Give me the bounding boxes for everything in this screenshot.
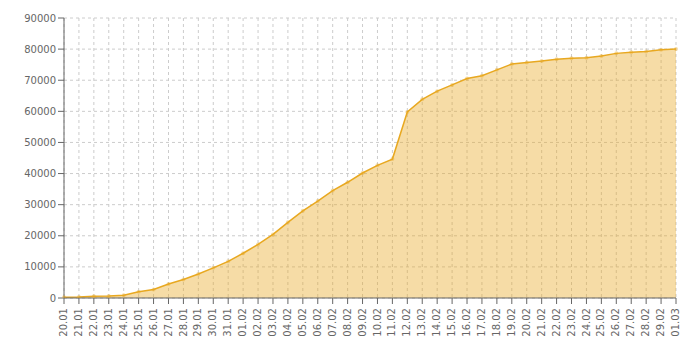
svg-text:21.02: 21.02 <box>536 308 547 337</box>
svg-text:10.02: 10.02 <box>372 308 383 337</box>
svg-text:20.01: 20.01 <box>58 308 69 337</box>
svg-text:26.01: 26.01 <box>148 308 159 337</box>
svg-text:70000: 70000 <box>24 75 56 86</box>
svg-text:27.01: 27.01 <box>163 308 174 337</box>
svg-text:04.02: 04.02 <box>282 308 293 337</box>
svg-text:01.03: 01.03 <box>670 308 681 337</box>
svg-text:90000: 90000 <box>24 13 56 24</box>
svg-text:07.02: 07.02 <box>327 308 338 337</box>
svg-text:27.02: 27.02 <box>625 308 636 337</box>
svg-text:18.02: 18.02 <box>491 308 502 337</box>
svg-text:24.02: 24.02 <box>581 308 592 337</box>
svg-text:30000: 30000 <box>24 199 56 210</box>
svg-text:21.01: 21.01 <box>73 308 84 337</box>
svg-text:28.02: 28.02 <box>640 308 651 337</box>
svg-text:03.02: 03.02 <box>267 308 278 337</box>
svg-text:13.02: 13.02 <box>416 308 427 337</box>
svg-text:30.01: 30.01 <box>207 308 218 337</box>
svg-text:11.02: 11.02 <box>386 308 397 337</box>
svg-text:60000: 60000 <box>24 106 56 117</box>
svg-text:05.02: 05.02 <box>297 308 308 337</box>
svg-text:0: 0 <box>50 293 56 304</box>
svg-text:40000: 40000 <box>24 168 56 179</box>
svg-text:22.02: 22.02 <box>551 308 562 337</box>
svg-text:29.02: 29.02 <box>655 308 666 337</box>
svg-text:23.02: 23.02 <box>566 308 577 337</box>
svg-text:06.02: 06.02 <box>312 308 323 337</box>
svg-text:28.01: 28.01 <box>178 308 189 337</box>
svg-text:26.02: 26.02 <box>610 308 621 337</box>
svg-text:50000: 50000 <box>24 137 56 148</box>
svg-text:23.01: 23.01 <box>103 308 114 337</box>
svg-text:15.02: 15.02 <box>446 308 457 337</box>
svg-text:12.02: 12.02 <box>401 308 412 337</box>
svg-text:10000: 10000 <box>24 261 56 272</box>
svg-text:17.02: 17.02 <box>476 308 487 337</box>
svg-text:29.01: 29.01 <box>192 308 203 337</box>
svg-text:25.01: 25.01 <box>133 308 144 337</box>
svg-text:25.02: 25.02 <box>595 308 606 337</box>
svg-text:31.01: 31.01 <box>222 308 233 337</box>
svg-text:08.02: 08.02 <box>342 308 353 337</box>
svg-text:14.02: 14.02 <box>431 308 442 337</box>
svg-text:80000: 80000 <box>24 44 56 55</box>
svg-text:22.01: 22.01 <box>88 308 99 337</box>
svg-text:16.02: 16.02 <box>461 308 472 337</box>
svg-text:20.02: 20.02 <box>521 308 532 337</box>
svg-text:20000: 20000 <box>24 230 56 241</box>
svg-text:09.02: 09.02 <box>357 308 368 337</box>
svg-text:19.02: 19.02 <box>506 308 517 337</box>
svg-text:01.02: 01.02 <box>237 308 248 337</box>
svg-text:24.01: 24.01 <box>118 308 129 337</box>
svg-text:02.02: 02.02 <box>252 308 263 337</box>
